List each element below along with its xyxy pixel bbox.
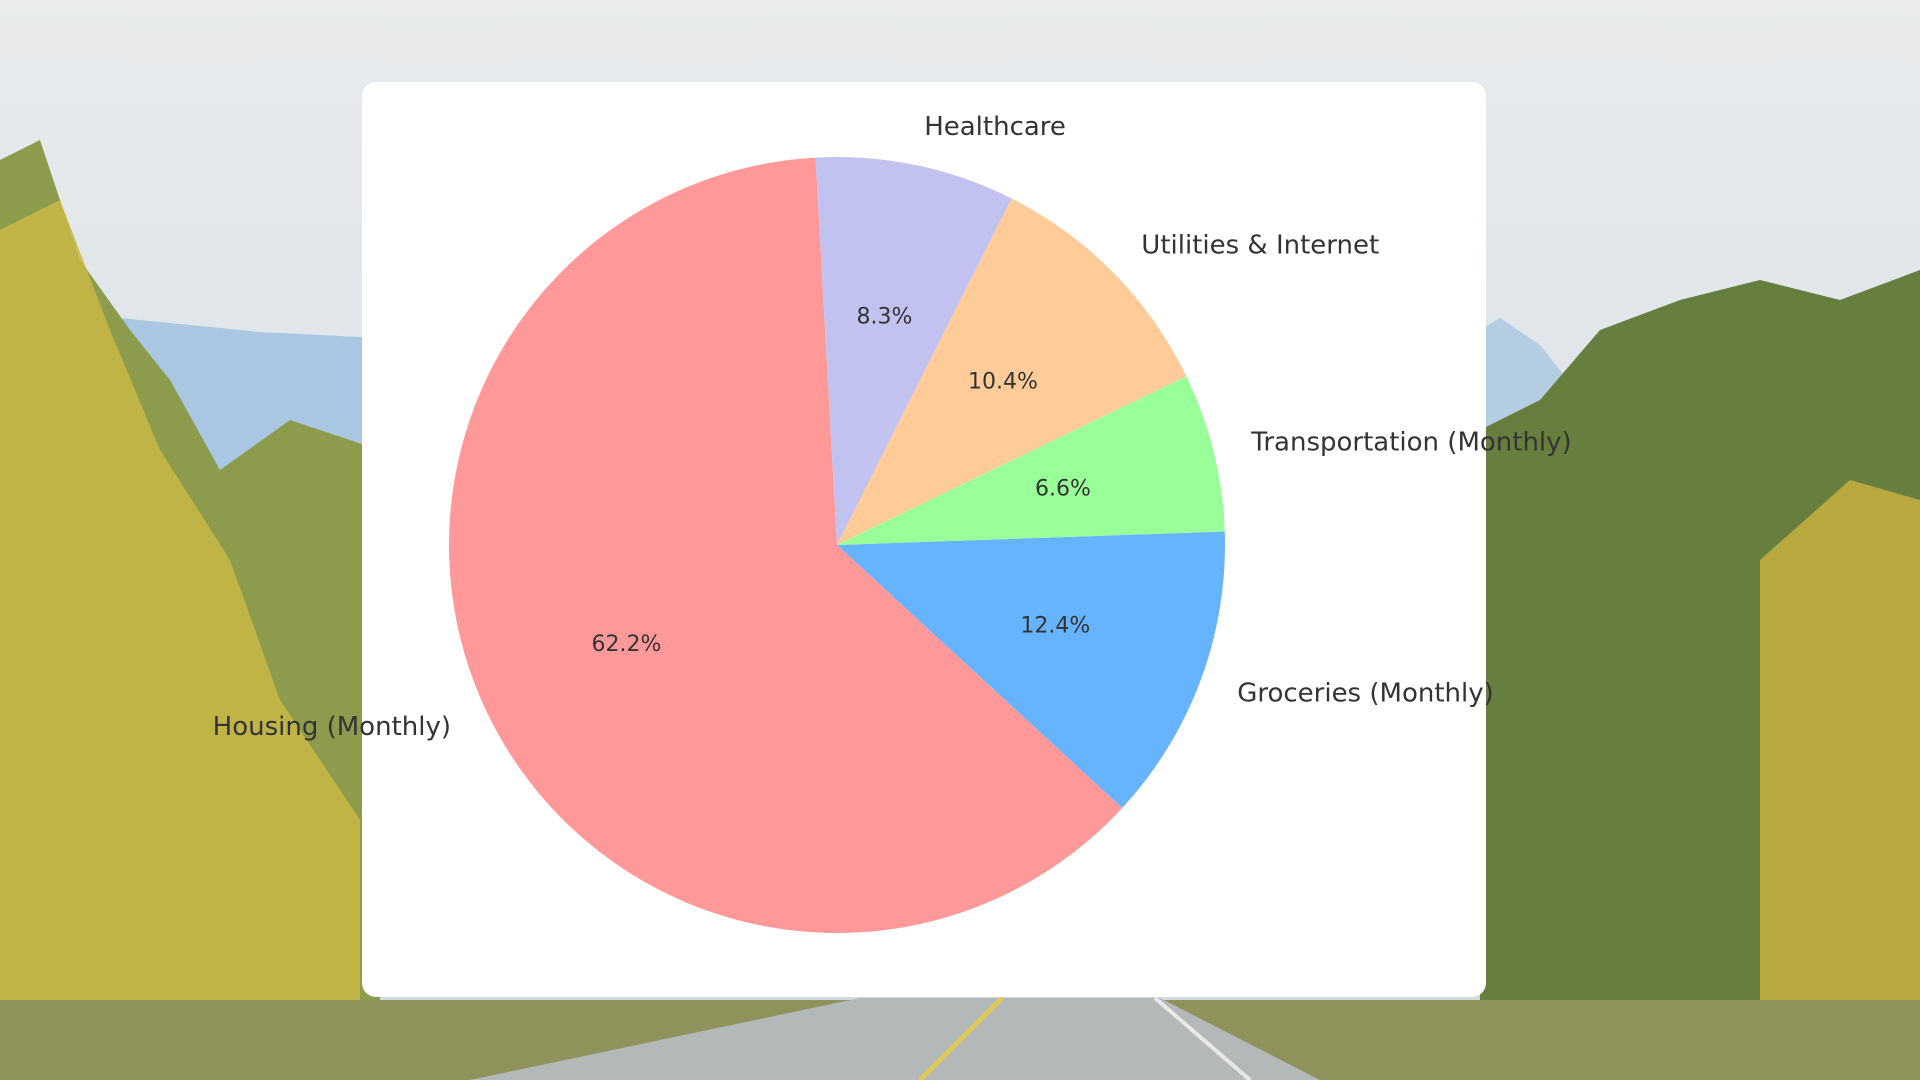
slice-percent-label: 12.4% <box>1020 613 1090 638</box>
slice-category-label: Housing (Monthly) <box>213 712 451 742</box>
slice-category-label: Groceries (Monthly) <box>1237 678 1494 708</box>
slice-category-label: Utilities & Internet <box>1141 231 1379 261</box>
pie-slice <box>449 157 1123 933</box>
foliage-right <box>1760 480 1920 1000</box>
pie-slice <box>837 531 1225 809</box>
road-center-line <box>918 996 1004 1080</box>
pie-slice <box>815 156 1012 546</box>
foliage-left <box>0 200 360 1000</box>
slice-category-label: Healthcare <box>924 112 1066 142</box>
slice-percent-label: 62.2% <box>591 632 661 657</box>
pie-slice <box>837 198 1187 546</box>
road <box>470 998 1320 1080</box>
road-edge-right <box>1153 996 1252 1080</box>
slice-percent-label: 10.4% <box>968 369 1038 394</box>
slice-percent-label: 8.3% <box>857 305 913 330</box>
slice-percent-label: 6.6% <box>1035 477 1091 502</box>
slice-category-label: Transportation (Monthly) <box>1250 428 1571 458</box>
pie-slice <box>837 376 1225 545</box>
